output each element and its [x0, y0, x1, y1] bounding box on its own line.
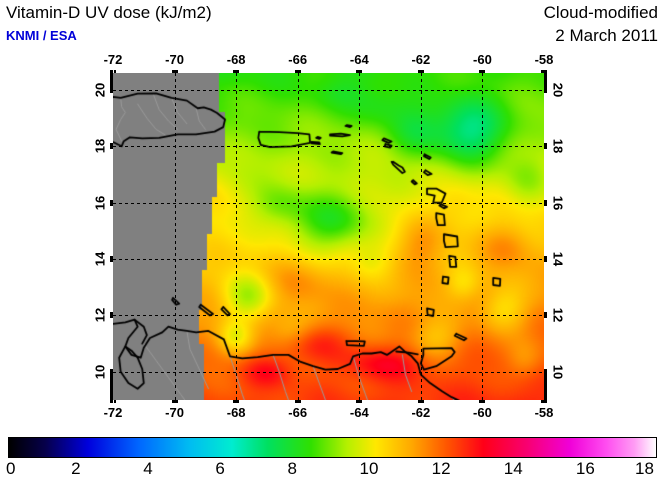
tick-mark: [110, 318, 113, 369]
tick-mark: [544, 92, 547, 144]
colorbar-tick-label: 16: [575, 459, 595, 478]
colorbar-tick-label: 14: [503, 459, 523, 478]
tick-mark: [110, 92, 113, 144]
tick-mark: [300, 70, 357, 73]
x-tick-label-top: -72: [103, 52, 123, 67]
y-tick-label-left: 12: [92, 308, 108, 323]
x-tick-label-top: -66: [288, 52, 308, 67]
tick-mark: [110, 149, 113, 200]
colorbar: [8, 437, 657, 458]
tick-mark: [423, 70, 480, 73]
colorbar-tick-label: 2: [71, 459, 81, 478]
tick-mark: [239, 70, 295, 73]
tick-mark: [544, 262, 547, 313]
y-tick-label-left: 16: [92, 195, 108, 210]
y-tick-label-right: 20: [550, 82, 566, 98]
y-tick-label-left: 10: [92, 364, 108, 380]
tick-mark: [362, 70, 418, 73]
tick-mark: [423, 400, 480, 403]
x-tick-label-top: -62: [411, 52, 431, 67]
y-tick-label-right: 16: [550, 195, 566, 210]
tick-mark: [113, 400, 114, 403]
colorbar-tick-label: 8: [287, 459, 297, 478]
y-tick-label-right: 12: [550, 308, 566, 323]
observation-date: 2 March 2011: [555, 26, 658, 45]
y-tick-label-right: 14: [550, 251, 566, 267]
tick-mark: [110, 205, 113, 257]
tick-mark: [113, 70, 114, 73]
uv-dose-raster: [113, 73, 544, 400]
y-tick-label-left: 20: [92, 82, 108, 98]
tick-mark: [485, 70, 541, 73]
x-tick-label-top: -60: [473, 52, 492, 67]
x-tick-label-bottom: -70: [165, 405, 184, 420]
colorbar-tick-label: 12: [431, 459, 451, 478]
colorbar-tick-labels: 0 2 4 6 8 10 12 14 16 18: [0, 459, 665, 480]
x-tick-label-bottom: -72: [103, 405, 123, 420]
x-tick-label-bottom: -58: [534, 405, 554, 420]
colorbar-tick-label: 4: [143, 459, 153, 478]
tick-mark: [177, 70, 234, 73]
x-tick-label-bottom: -68: [226, 405, 246, 420]
tick-mark: [300, 400, 357, 403]
tick-mark: [177, 400, 234, 403]
tick-mark: [544, 318, 547, 369]
product-type-label: Cloud-modified: [543, 3, 658, 22]
y-tick-label-left: 14: [92, 251, 108, 267]
tick-mark: [544, 205, 547, 257]
x-tick-label-bottom: -60: [473, 405, 492, 420]
lat-lon-gridlines: [113, 73, 544, 400]
x-tick-label-bottom: -62: [411, 405, 431, 420]
figure-title: Vitamin-D UV dose (kJ/m2): [6, 3, 212, 22]
map-plot-area: [110, 70, 547, 403]
x-tick-label-bottom: -64: [349, 405, 369, 420]
tick-mark: [485, 400, 541, 403]
x-tick-label-top: -58: [534, 52, 554, 67]
y-tick-label-left: 18: [92, 139, 108, 154]
tick-mark: [544, 149, 547, 200]
y-tick-label-right: 10: [550, 364, 566, 380]
agency-credit: KNMI / ESA: [6, 28, 77, 43]
colorbar-tick-label: 18: [635, 459, 654, 478]
colorbar-tick-label: 0: [6, 459, 16, 478]
x-tick-label-top: -64: [349, 52, 369, 67]
colorbar-tick-label: 10: [359, 459, 379, 478]
x-tick-label-top: -70: [165, 52, 184, 67]
tick-mark: [116, 400, 172, 403]
tick-mark: [110, 262, 113, 313]
tick-mark: [239, 400, 295, 403]
y-tick-label-right: 18: [550, 139, 566, 154]
x-tick-label-bottom: -66: [288, 405, 308, 420]
tick-mark: [116, 70, 172, 73]
colorbar-tick-label: 6: [215, 459, 225, 478]
x-tick-label-top: -68: [226, 52, 246, 67]
tick-mark: [362, 400, 418, 403]
